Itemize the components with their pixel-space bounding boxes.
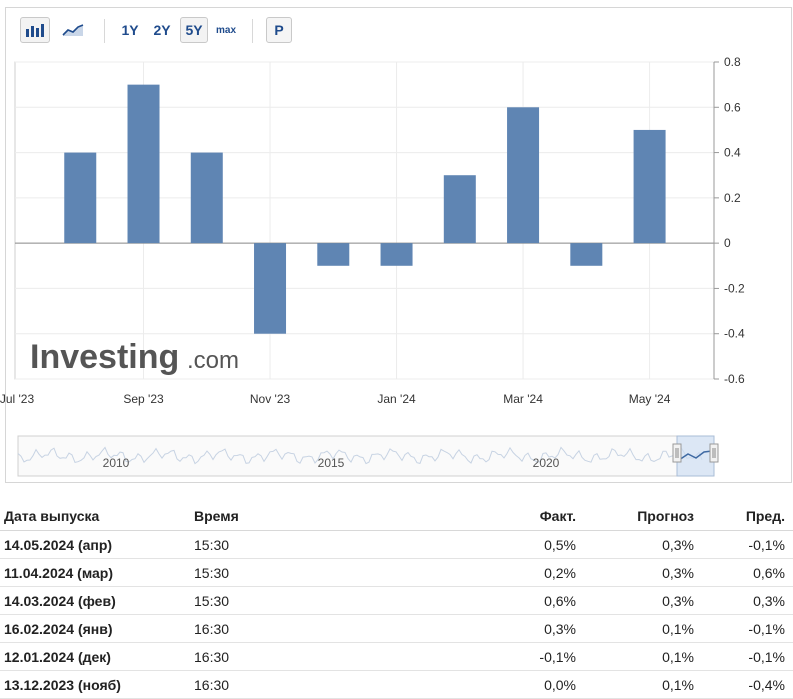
plot-frame bbox=[14, 61, 715, 380]
row-forecast: 0,3% bbox=[584, 586, 702, 615]
row-actual: 0,3% bbox=[394, 614, 584, 643]
x-tick-label: May '24 bbox=[629, 392, 671, 406]
row-forecast: 0,1% bbox=[584, 614, 702, 643]
row-forecast: 0,3% bbox=[584, 530, 702, 559]
table-header-row: Дата выпуска Время Факт. Прогноз Пред. bbox=[0, 502, 793, 531]
header-release-date: Дата выпуска bbox=[0, 502, 190, 531]
y-tick-label: 0.4 bbox=[724, 146, 741, 160]
row-previous: 0,6% bbox=[702, 558, 793, 587]
navigator-handle-right[interactable] bbox=[709, 443, 719, 463]
bar-jan-2024 bbox=[380, 243, 413, 266]
row-time: 16:30 bbox=[190, 614, 394, 643]
y-tick-label: -0.6 bbox=[724, 372, 745, 386]
period-2y-button[interactable]: 2Y bbox=[148, 17, 176, 43]
navigator-handle-left[interactable] bbox=[672, 443, 682, 463]
row-date: 16.02.2024 (янв) bbox=[0, 614, 190, 643]
navigator-selected-series bbox=[678, 450, 713, 461]
navigator-year-label: 2015 bbox=[318, 456, 345, 470]
row-actual: 0,6% bbox=[394, 586, 584, 615]
row-previous: -0,1% bbox=[702, 642, 793, 671]
navigator[interactable]: 2010 2015 2020 bbox=[17, 435, 719, 477]
row-forecast: 0,1% bbox=[584, 642, 702, 671]
navigator-year-label: 2020 bbox=[533, 456, 560, 470]
bar-feb-2024 bbox=[443, 175, 476, 244]
row-date: 12.01.2024 (дек) bbox=[0, 642, 190, 671]
chart-panel: 0.8 0.6 0.4 0.2 0 -0.2 -0.4 -0.6 Jul '23 Sep '23 N… bbox=[0, 7, 792, 483]
table-row: 14.03.2024 (фев) 15:30 0,6% 0,3% 0,3% bbox=[0, 586, 793, 615]
y-tick-label: -0.2 bbox=[724, 281, 745, 295]
table-row: 16.02.2024 (янв) 16:30 0,3% 0,1% -0,1% bbox=[0, 614, 793, 643]
toolbar-divider bbox=[104, 19, 105, 43]
row-time: 15:30 bbox=[190, 586, 394, 615]
table-body: 14.05.2024 (апр) 15:30 0,5% 0,3% -0,1% 11.04.… bbox=[0, 530, 793, 699]
x-tick-label: Jul '23 bbox=[0, 392, 34, 406]
row-forecast: 0,3% bbox=[584, 558, 702, 587]
navigator-year-label: 2010 bbox=[103, 456, 130, 470]
row-time: 15:30 bbox=[190, 530, 394, 559]
row-forecast: 0,1% bbox=[584, 670, 702, 699]
header-previous: Пред. bbox=[702, 502, 793, 531]
row-time: 16:30 bbox=[190, 670, 394, 699]
releases-table: Дата выпуска Время Факт. Прогноз Пред. 1… bbox=[0, 502, 793, 699]
bar-nov-2023 bbox=[254, 243, 287, 334]
row-time: 16:30 bbox=[190, 642, 394, 671]
table-row: 12.01.2024 (дек) 16:30 -0,1% 0,1% -0,1% bbox=[0, 642, 793, 671]
row-previous: 0,3% bbox=[702, 586, 793, 615]
table-row: 11.04.2024 (мар) 15:30 0,2% 0,3% 0,6% bbox=[0, 558, 793, 587]
watermark-brand: Investing bbox=[30, 338, 179, 376]
row-actual: -0,1% bbox=[394, 642, 584, 671]
navigator-series bbox=[17, 446, 703, 465]
x-tick-label: Sep '23 bbox=[123, 392, 164, 406]
period-5y-button[interactable]: 5Y bbox=[180, 17, 208, 43]
row-actual: 0,5% bbox=[394, 530, 584, 559]
x-tick-label: Jan '24 bbox=[377, 392, 416, 406]
row-time: 15:30 bbox=[190, 558, 394, 587]
toolbar-divider bbox=[252, 19, 253, 43]
chart-toolbar: 1Y 2Y 5Y max P bbox=[20, 14, 320, 44]
row-actual: 0,0% bbox=[394, 670, 584, 699]
row-previous: -0,1% bbox=[702, 530, 793, 559]
p-button[interactable]: P bbox=[266, 17, 292, 43]
chart-svg: 0.8 0.6 0.4 0.2 0 -0.2 -0.4 -0.6 Jul '23 Sep '23 N… bbox=[0, 55, 745, 477]
investing-watermark: Investing .com bbox=[30, 338, 239, 376]
area-chart-icon[interactable] bbox=[58, 17, 88, 43]
watermark-suffix: .com bbox=[187, 347, 239, 374]
plot-area: 0.8 0.6 0.4 0.2 0 -0.2 -0.4 -0.6 Jul '23 Sep '23 N… bbox=[0, 55, 745, 406]
period-max-button[interactable]: max bbox=[211, 17, 241, 43]
bar-mar-2024 bbox=[507, 107, 540, 244]
y-tick-label: -0.4 bbox=[724, 327, 745, 341]
y-tick-label: 0.6 bbox=[724, 100, 741, 114]
row-date: 11.04.2024 (мар) bbox=[0, 558, 190, 587]
bar-aug-2023 bbox=[64, 152, 97, 244]
x-tick-label: Nov '23 bbox=[250, 392, 291, 406]
row-actual: 0,2% bbox=[394, 558, 584, 587]
row-previous: -0,1% bbox=[702, 614, 793, 643]
y-tick-label: 0 bbox=[724, 236, 731, 250]
bar-chart-icon[interactable] bbox=[20, 17, 50, 43]
y-tick-label: 0.8 bbox=[724, 55, 741, 69]
table-row: 14.05.2024 (апр) 15:30 0,5% 0,3% -0,1% bbox=[0, 530, 793, 559]
bar-may-2024 bbox=[633, 129, 666, 244]
row-date: 14.05.2024 (апр) bbox=[0, 530, 190, 559]
bar-dec-2023 bbox=[317, 243, 350, 266]
header-actual: Факт. bbox=[394, 502, 584, 531]
row-date: 13.12.2023 (нояб) bbox=[0, 670, 190, 699]
row-previous: -0,4% bbox=[702, 670, 793, 699]
header-forecast: Прогноз bbox=[584, 502, 702, 531]
x-tick-label: Mar '24 bbox=[503, 392, 543, 406]
bar-apr-2024 bbox=[570, 243, 603, 266]
bar-oct-2023 bbox=[190, 152, 223, 244]
header-time: Время bbox=[190, 502, 394, 531]
navigator-selection bbox=[676, 435, 715, 477]
bar-sep-2023 bbox=[127, 84, 160, 244]
period-1y-button[interactable]: 1Y bbox=[116, 17, 144, 43]
table-row: 13.12.2023 (нояб) 16:30 0,0% 0,1% -0,4% bbox=[0, 670, 793, 699]
row-date: 14.03.2024 (фев) bbox=[0, 586, 190, 615]
y-tick-label: 0.2 bbox=[724, 191, 741, 205]
